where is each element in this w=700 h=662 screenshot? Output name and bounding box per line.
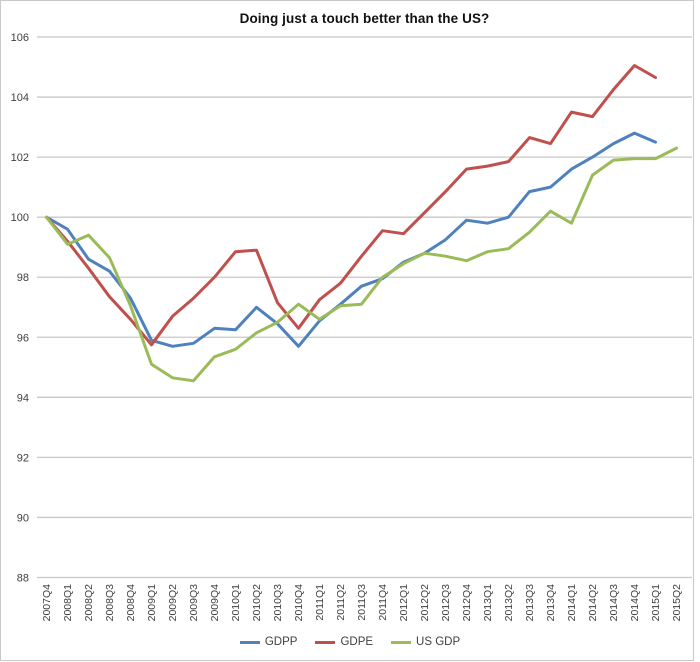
- y-tick-label: 96: [17, 332, 29, 344]
- legend-line-swatch-gdpe: [315, 640, 336, 644]
- x-tick-label: 2014Q3: [608, 584, 620, 622]
- x-tick-label: 2014Q1: [566, 584, 578, 622]
- x-tick-label: 2012Q4: [461, 584, 473, 622]
- series-line-gdpe: [45, 64, 657, 347]
- y-tick-label: 100: [11, 212, 29, 224]
- x-tick-label: 2015Q1: [650, 584, 662, 622]
- x-tick-label: 2015Q2: [671, 584, 683, 622]
- x-tick-label: 2011Q3: [356, 584, 368, 621]
- x-tick-label: 2013Q2: [503, 584, 515, 622]
- legend-line-swatch-us-gdp: [391, 640, 412, 644]
- series-line-us-gdp: [45, 146, 678, 383]
- legend-line-swatch-gdpp: [239, 640, 260, 644]
- x-tick-label: 2008Q1: [62, 584, 74, 622]
- x-tick-label: 2009Q4: [209, 584, 221, 622]
- x-tick-label: 2009Q3: [188, 584, 200, 622]
- y-tick-label: 106: [11, 32, 29, 44]
- legend-item-gdpp: GDPP: [239, 636, 298, 648]
- x-tick-label: 2008Q3: [104, 584, 116, 622]
- y-tick-label: 90: [17, 512, 29, 524]
- y-tick-label: 98: [17, 272, 29, 284]
- legend-item-us-gdp: US GDP: [391, 636, 460, 648]
- y-tick-label: 94: [17, 392, 29, 404]
- y-tick-label: 104: [11, 92, 29, 104]
- x-tick-label: 2010Q2: [251, 584, 263, 622]
- x-tick-label: 2008Q4: [125, 584, 137, 622]
- x-tick-label: 2009Q1: [146, 584, 158, 622]
- legend-item-gdpe: GDPE: [315, 636, 373, 648]
- x-tick-label: 2009Q2: [167, 584, 179, 622]
- x-tick-label: 2011Q1: [314, 584, 326, 621]
- legend-label-gdpe: GDPE: [340, 636, 374, 648]
- y-tick-label: 102: [11, 152, 29, 164]
- x-tick-label: 2014Q4: [629, 584, 641, 622]
- x-tick-label: 2010Q3: [272, 584, 284, 622]
- x-tick-label: 2010Q1: [230, 584, 242, 622]
- x-tick-label: 2013Q1: [482, 584, 494, 622]
- x-tick-label: 2011Q4: [377, 584, 389, 621]
- x-tick-label: 2007Q4: [41, 584, 53, 622]
- x-tick-label: 2013Q3: [524, 584, 536, 622]
- x-tick-label: 2014Q2: [587, 584, 599, 622]
- y-tick-label: 88: [17, 573, 29, 585]
- series-line-gdpp: [45, 131, 657, 348]
- legend-label-us-gdp: US GDP: [416, 636, 461, 648]
- x-tick-label: 2008Q2: [83, 584, 95, 622]
- x-tick-label: 2012Q3: [440, 584, 452, 622]
- x-tick-label: 2012Q1: [398, 584, 410, 622]
- legend-label-gdpp: GDPP: [264, 636, 298, 648]
- legend: GDPP GDPE US GDP: [0, 633, 700, 651]
- x-tick-label: 2012Q2: [419, 584, 431, 622]
- x-tick-label: 2010Q4: [293, 584, 305, 622]
- x-tick-label: 2011Q2: [335, 584, 347, 621]
- y-tick-label: 92: [17, 452, 29, 464]
- x-tick-label: 2013Q4: [545, 584, 557, 622]
- chart-title: Doing just a touch better than the US?: [239, 11, 490, 26]
